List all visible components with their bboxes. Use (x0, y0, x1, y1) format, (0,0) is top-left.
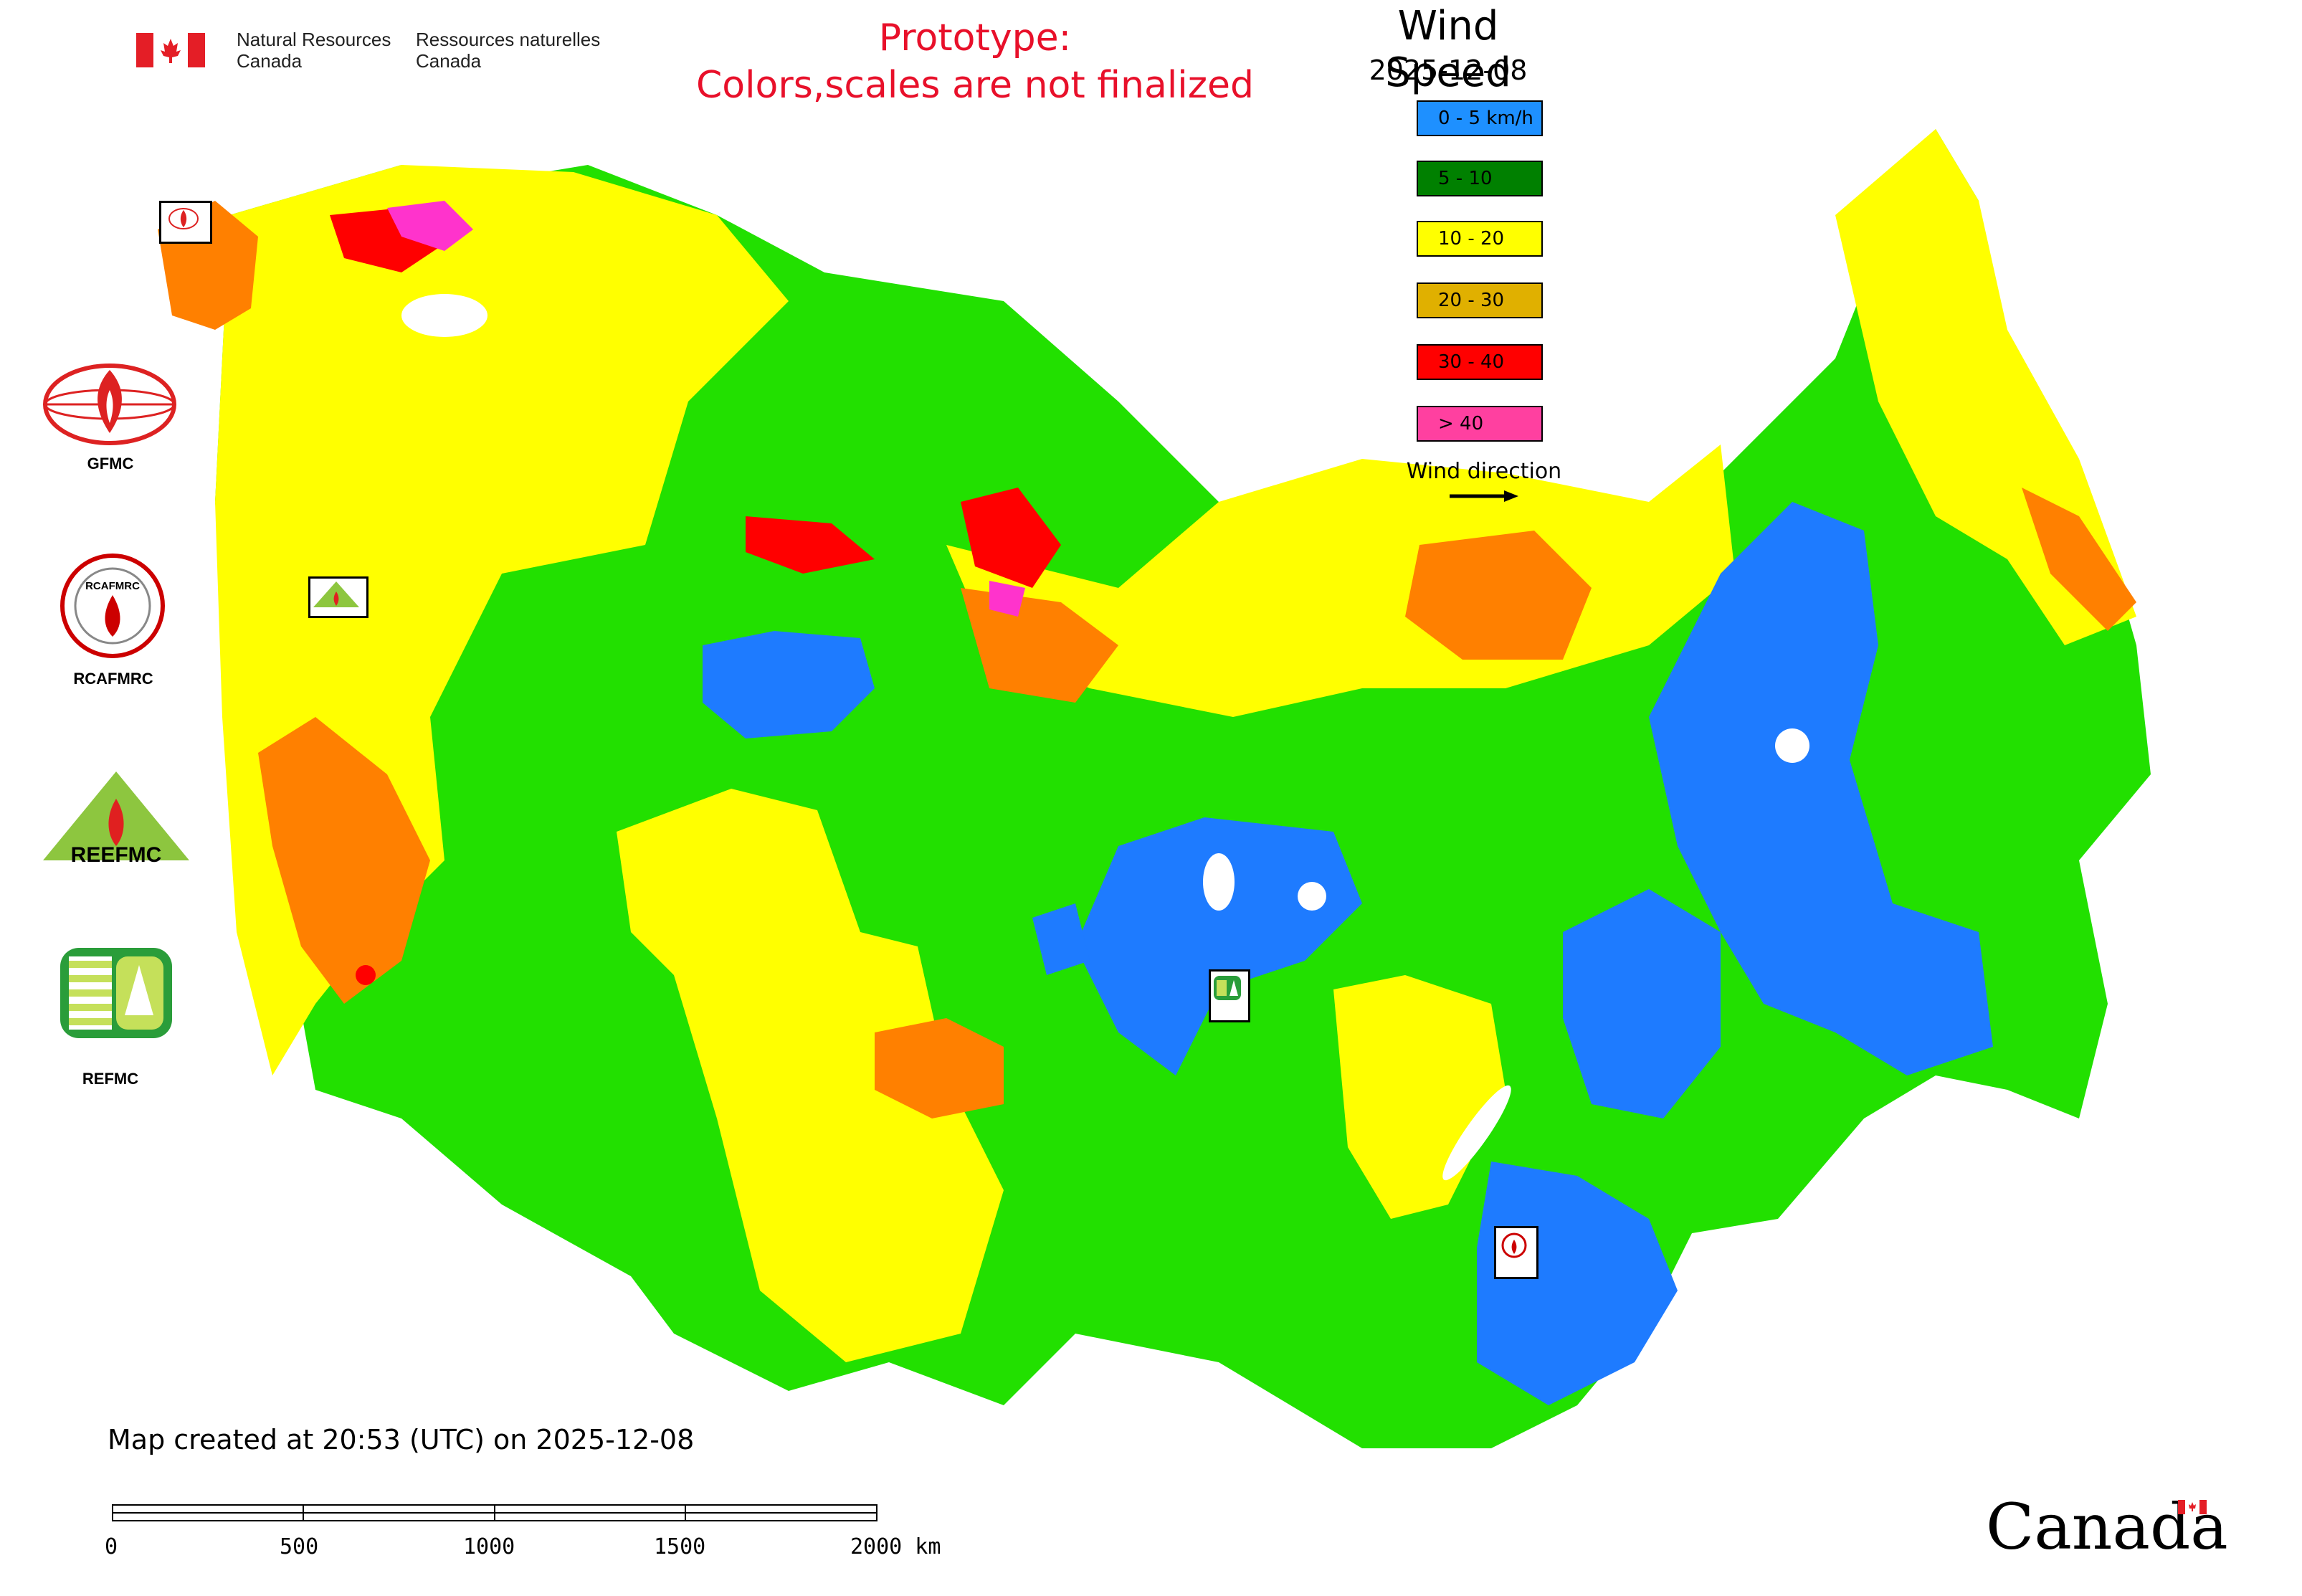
rcafmrc-map-marker-icon (1494, 1226, 1538, 1279)
canada-wordmark-flag-icon (2178, 1500, 2207, 1514)
region-blue-2 (1075, 817, 1362, 1075)
scale-tick-500: 500 (280, 1534, 319, 1559)
region-red-yamal (746, 516, 875, 574)
wind-direction-arrow-icon (1448, 488, 1520, 505)
region-yellow-central (617, 789, 1004, 1362)
scale-tick-0: 0 (105, 1534, 118, 1559)
canada-wordmark: Canada (1986, 1491, 2228, 1563)
notice-line1: Prototype: (878, 16, 1072, 60)
agency-fr-line1: Ressources naturelles (416, 29, 601, 50)
gfmc-map-marker-icon (159, 201, 212, 244)
refmc-map-marker-icon (1209, 969, 1250, 1022)
agency-en-line1: Natural Resources (237, 29, 391, 50)
region-extreme-2 (989, 581, 1025, 617)
lake-3 (1775, 728, 1809, 763)
region-orange-southwest (258, 717, 430, 1004)
region-red-novaya (961, 488, 1061, 588)
agency-en-line2: Canada (237, 50, 303, 72)
reefmc-map-marker-icon (308, 576, 368, 618)
sea-caspian (172, 1011, 258, 1169)
rcafmrc-logo-text: RCAFMRC (85, 580, 140, 592)
agency-fr-line2: Canada (416, 50, 482, 72)
legend-label: 5 - 10 (1438, 168, 1493, 189)
reefmc-logo-icon: REEFMC (39, 767, 194, 868)
legend-label: 0 - 5 km/h (1438, 108, 1533, 129)
prototype-notice: Prototype: Colors,scales are not finaliz… (674, 14, 1276, 109)
region-orange-kamchatka (2022, 488, 2136, 631)
region-blue-3 (1649, 502, 1993, 1075)
scale-tick-2000: 2000 km (850, 1534, 941, 1559)
region-orange-central (875, 1018, 1004, 1118)
wind-direction-label: Wind direction (1406, 459, 1562, 484)
region-blue-4 (1563, 889, 1721, 1118)
refmc-logo-icon (59, 946, 173, 1040)
rcafmrc-label: RCAFMRC (73, 670, 153, 688)
legend-label: > 40 (1438, 413, 1484, 434)
rcafmrc-logo-icon: RCAFMRC (59, 552, 166, 660)
legend-date: 2025-12-08 (1369, 54, 1528, 86)
legend-label: 10 - 20 (1438, 228, 1505, 250)
legend-item-30-40: 30 - 40 (1417, 344, 1543, 380)
legend-label: 30 - 40 (1438, 351, 1505, 373)
legend-label: 20 - 30 (1438, 290, 1505, 311)
legend-item-over-40: > 40 (1417, 406, 1543, 442)
scale-bar (112, 1504, 879, 1523)
reefmc-logo-text: REEFMC (71, 843, 162, 867)
region-blue-6 (1032, 903, 1090, 975)
lake-ladoga (401, 294, 487, 337)
region-blue-1 (703, 631, 875, 738)
map-created-text: Map created at 20:53 (UTC) on 2025-12-08 (108, 1424, 695, 1455)
refmc-label: REFMC (82, 1070, 139, 1088)
region-base-green (215, 129, 2151, 1448)
legend-item-10-20: 10 - 20 (1417, 221, 1543, 257)
scale-tick-1000: 1000 (463, 1534, 515, 1559)
lake-2 (1298, 882, 1326, 911)
legend-title: Wind Speed (1385, 3, 1511, 96)
region-blue-5 (1477, 1162, 1678, 1405)
canada-wordmark-text: Canada (1986, 1490, 2228, 1564)
canada-flag-icon (136, 33, 205, 67)
notice-line2: Colors,scales are not finalized (695, 64, 1255, 107)
region-orange-taimyr (1405, 531, 1592, 660)
scale-tick-1500: 1500 (654, 1534, 706, 1559)
spot-red (356, 965, 376, 985)
agency-name-fr: Ressources naturelles Canada (416, 29, 600, 72)
region-orange-arctic (961, 588, 1118, 703)
agency-name-en: Natural Resources Canada (237, 29, 391, 72)
legend-item-20-30: 20 - 30 (1417, 282, 1543, 318)
lake-baikal (1442, 1085, 1511, 1181)
gfmc-logo-icon (42, 361, 178, 447)
legend-item-0-5: 0 - 5 km/h (1417, 100, 1543, 136)
lake-1 (1203, 853, 1235, 911)
legend-item-5-10: 5 - 10 (1417, 161, 1543, 196)
region-extreme-1 (387, 201, 473, 251)
gfmc-label: GFMC (87, 455, 134, 472)
